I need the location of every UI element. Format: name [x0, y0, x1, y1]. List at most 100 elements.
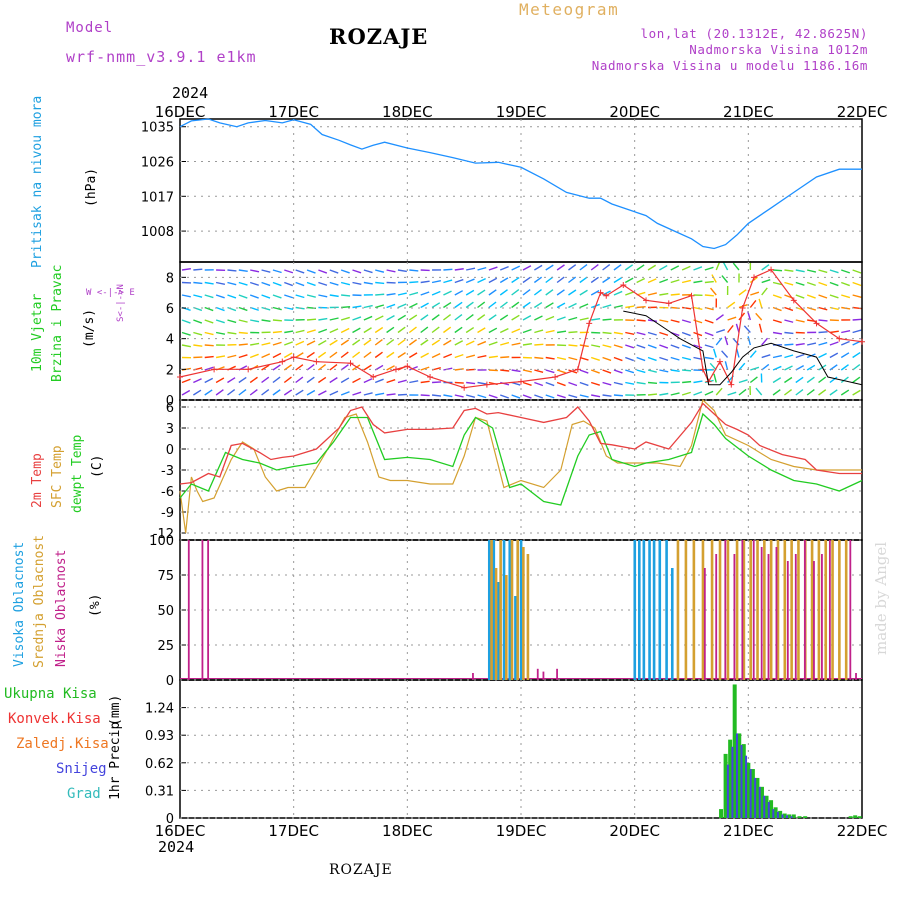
wind-arrow: [736, 348, 740, 358]
wind-arrow: [420, 302, 429, 309]
wind-arrow: [784, 354, 794, 359]
wind-arrow: [624, 264, 634, 271]
wind-arrow: [272, 364, 281, 371]
wind-arrow: [443, 279, 453, 284]
mid-cloud-bar: [516, 540, 519, 680]
wind-arrow: [193, 344, 203, 347]
wind-arrow: [363, 339, 372, 346]
wind-arrow: [682, 380, 692, 384]
wind-arrow: [465, 301, 474, 309]
total-precip-bar: [719, 809, 724, 818]
wind-arrow: [272, 294, 282, 299]
wind-arrow: [772, 319, 782, 324]
wind-arrow: [545, 381, 555, 387]
wind-arrow: [329, 339, 338, 346]
wind-gust-point: [404, 363, 411, 370]
snow-bar: [767, 801, 770, 818]
wind-arrow: [704, 356, 714, 360]
elevation-text: Nadmorska Visina 1012m: [689, 42, 868, 57]
wind-arrow: [568, 276, 577, 284]
wind-arrow: [375, 281, 385, 285]
wind-arrow: [397, 292, 407, 296]
wind-arrow: [352, 391, 362, 396]
wind-arrow: [227, 354, 237, 359]
snow-bar: [749, 769, 752, 818]
mid-cloud-bar: [831, 540, 834, 680]
wind-arrow: [284, 269, 294, 274]
wind-arrow: [591, 394, 601, 398]
wind-arrow: [795, 342, 805, 346]
wind-arrow: [295, 329, 305, 334]
low-cloud-bar: [803, 540, 806, 680]
wind-arrow: [829, 281, 839, 287]
mid-cloud-bar: [522, 547, 525, 680]
mid-cloud-bar: [494, 568, 498, 680]
high-cloud-bar: [492, 540, 496, 680]
total-precip-bar: [764, 795, 769, 818]
wind-arrow: [545, 369, 555, 374]
high-cloud-bar: [658, 540, 662, 680]
snow-bar: [740, 744, 743, 818]
wind-arrow: [477, 394, 487, 399]
wind-arrow: [499, 277, 509, 284]
wind-arrow: [397, 393, 407, 396]
wind-arrow: [306, 340, 316, 346]
wind-arrow: [340, 377, 350, 384]
wind-arrow: [465, 394, 476, 399]
wind-gust-point: [836, 335, 843, 342]
wind-arrow: [261, 364, 270, 371]
wind-arrow: [613, 356, 623, 362]
wind-gust-point: [245, 366, 252, 373]
wind-arrow: [818, 281, 828, 287]
total-precip-bar: [755, 777, 760, 818]
wind-arrow: [204, 319, 214, 324]
total-precip-bar: [750, 769, 755, 818]
wind-arrow: [511, 369, 521, 373]
wind-arrow: [590, 381, 600, 386]
wind-arrow: [579, 344, 589, 348]
wind-arrow: [522, 328, 532, 334]
wind-arrow: [375, 392, 385, 396]
wind-arrow: [772, 281, 782, 286]
wind-arrow: [659, 264, 668, 271]
wind-arrow: [636, 344, 646, 349]
wind-arrow: [602, 318, 612, 321]
wind-arrow: [454, 278, 464, 284]
mid-cloud-bar: [756, 540, 759, 680]
wind-arrow: [499, 289, 508, 296]
wind-arrow: [693, 306, 703, 310]
wind-arrow: [363, 304, 373, 309]
x-tick-label-bottom: 20DEC: [609, 822, 660, 840]
wind-arrow: [204, 281, 214, 285]
wind-arrow: [613, 264, 622, 271]
wind-arrow: [670, 369, 680, 373]
y-tick-label: 1008: [141, 225, 174, 240]
wind-arrow: [625, 331, 635, 336]
wind-arrow: [250, 269, 260, 273]
wind-arrow: [352, 305, 362, 309]
wind-arrow: [625, 369, 635, 374]
wind-arrow: [466, 267, 476, 271]
wind-arrow: [716, 329, 726, 334]
high-cloud-bar: [665, 540, 668, 680]
wind-arrow: [181, 319, 191, 324]
wind-arrow: [534, 356, 544, 360]
wind-arrow: [636, 277, 646, 284]
wind-arrow: [602, 264, 611, 271]
wind-arrow: [772, 294, 782, 299]
mid-cloud-bar: [526, 554, 530, 680]
wind-arrow: [283, 389, 293, 396]
x-tick-label-top: 22DEC: [837, 103, 888, 121]
year-label-bottom: 2024: [158, 838, 195, 856]
wind-arrow: [306, 294, 316, 298]
wind-arrow: [747, 336, 752, 346]
wind-arrow: [522, 315, 532, 321]
wind-arrow: [352, 364, 361, 371]
wind-arrow: [659, 278, 669, 284]
wind-arrow: [408, 326, 417, 334]
wind-arrow: [829, 294, 839, 299]
wind-arrow: [625, 381, 635, 385]
y-tick-label: 50: [157, 604, 174, 619]
y-tick-label: 100: [149, 534, 174, 549]
wind-arrow: [715, 261, 721, 271]
